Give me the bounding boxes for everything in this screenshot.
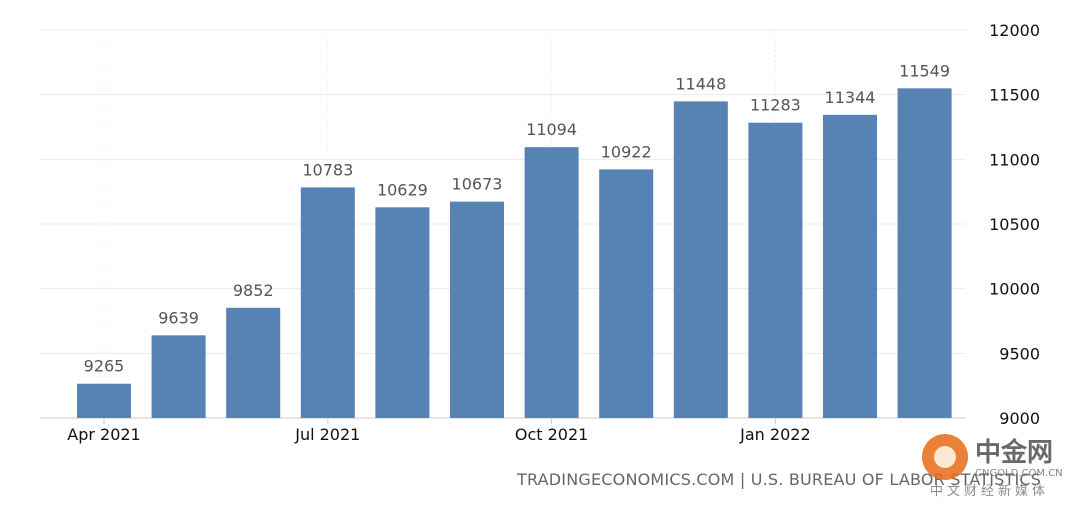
watermark-title: 中金网 — [975, 438, 1054, 468]
bar — [151, 335, 206, 418]
bar-value-label: 10783 — [302, 160, 353, 179]
y-tick-label: 10000 — [989, 280, 1040, 299]
bar-value-label: 10673 — [452, 175, 503, 194]
source-credit: TRADINGECONOMICS.COM | U.S. BUREAU OF LA… — [517, 470, 1042, 489]
bar-value-label: 9639 — [158, 308, 199, 327]
watermark-domain: CNGOLD.COM.CN — [975, 468, 1063, 479]
x-tick-label: Apr 2021 — [67, 425, 140, 444]
bar — [823, 114, 877, 419]
bar-value-label: 11549 — [899, 61, 950, 80]
bar — [599, 169, 654, 418]
bars — [77, 88, 952, 419]
x-tick-label: Jan 2022 — [739, 425, 810, 444]
x-tick-label: Jul 2021 — [294, 425, 360, 444]
x-axis: Apr 2021 Jul 2021 Oct 2021 Jan 2022 — [67, 418, 811, 444]
value-labels: 9265 9639 9852 10783 10629 10673 11094 10922 114… — [84, 61, 950, 375]
bar — [300, 187, 355, 418]
bar — [226, 307, 281, 418]
cngold-logo-icon — [922, 434, 968, 480]
bar — [77, 383, 131, 418]
y-tick-label: 12000 — [989, 21, 1040, 40]
bar-value-label: 9852 — [233, 281, 274, 300]
y-axis: 9000 9500 10000 10500 11000 11500 12000 — [989, 21, 1040, 428]
y-tick-label: 11500 — [989, 86, 1040, 105]
bar — [748, 122, 803, 419]
bar — [524, 147, 579, 418]
bar-value-label: 11344 — [825, 88, 876, 107]
bar — [897, 88, 952, 418]
bar — [450, 201, 504, 418]
bar-value-label: 11094 — [526, 120, 577, 139]
bar-value-label: 11448 — [675, 74, 726, 93]
x-tick-label: Oct 2021 — [515, 425, 588, 444]
y-tick-label: 10500 — [989, 215, 1040, 234]
bar — [375, 207, 430, 418]
y-tick-label: 11000 — [989, 150, 1040, 169]
watermark-subtitle: 中文财经新媒体 — [930, 484, 1050, 499]
bar-value-label: 10629 — [377, 180, 428, 199]
y-tick-label: 9500 — [999, 344, 1040, 363]
y-tick-label: 9000 — [999, 409, 1040, 428]
bar — [673, 101, 728, 418]
bar-value-label: 10922 — [601, 142, 652, 161]
bar-value-label: 11283 — [750, 96, 801, 115]
bar-value-label: 9265 — [84, 357, 125, 376]
